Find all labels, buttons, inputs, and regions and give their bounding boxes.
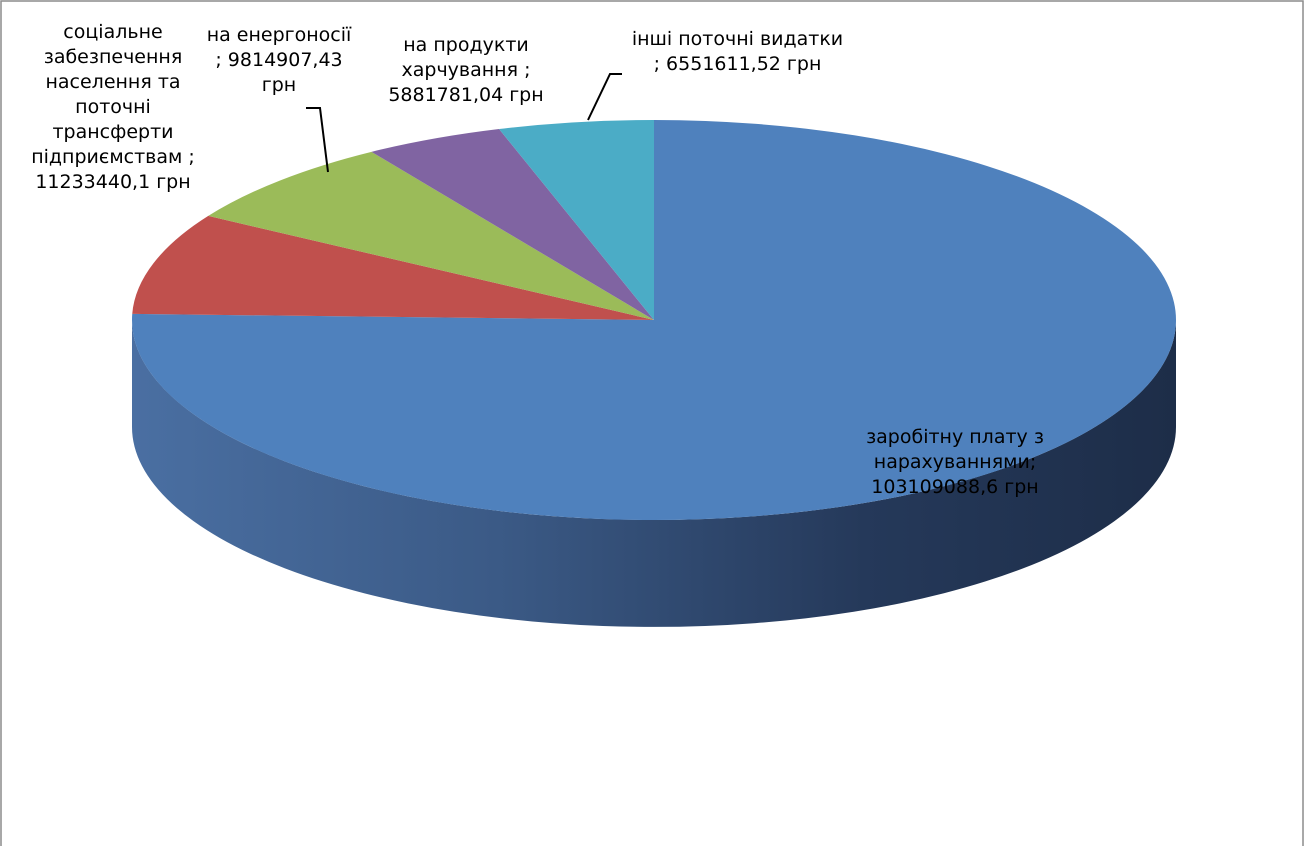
leader-line-energy (306, 107, 329, 173)
slice-food (371, 129, 654, 320)
data-label-salary: заробітну плату з нарахуваннями; 1031090… (866, 426, 1044, 498)
data-label-food: на продукти харчування ; 5881781,04 грн (388, 34, 544, 106)
data-label-other: інші поточні видатки ; 6551611,52 грн (631, 28, 844, 75)
slice-social (132, 215, 654, 320)
slice-salary-side (132, 320, 1176, 627)
slice-energy (208, 151, 654, 320)
leader-line-other (587, 73, 622, 121)
slice-other (499, 120, 654, 320)
data-label-energy: на енергоносії ; 9814907,43 грн (206, 24, 352, 96)
data-label-social: соціальне забезпечення населення та пото… (31, 21, 195, 193)
